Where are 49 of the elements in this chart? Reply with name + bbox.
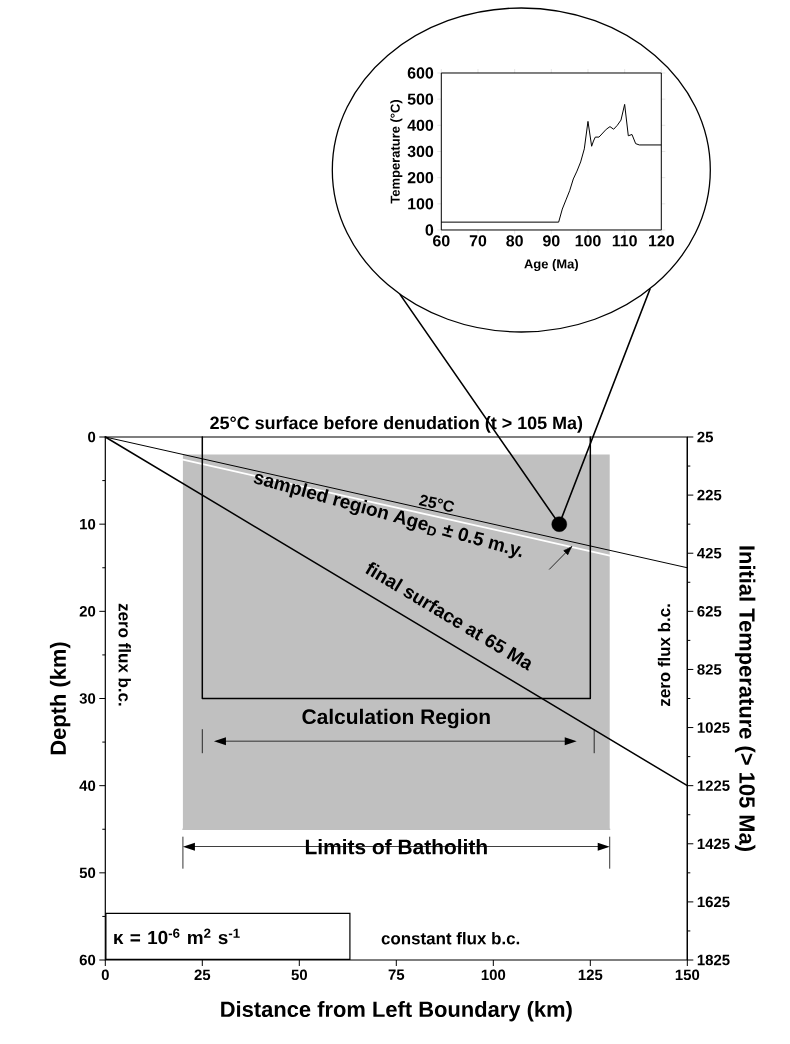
annotation: Calculation Region [302,708,490,729]
y2-tick-label: 425 [696,547,722,559]
y-tick-label: 500 [407,93,433,105]
annotation: zero flux b.c. [118,603,131,706]
x-tick-label: 50 [291,969,307,981]
y-tick-label: 200 [407,172,433,184]
annotation: 25°C [418,494,455,512]
x-tick-label: 120 [648,235,674,247]
y-tick-label: 10 [79,518,96,530]
x-tick-label: 90 [542,235,560,247]
y-tick-label: 0 [425,224,433,236]
y-tick-label: 0 [87,431,96,443]
x-tick-label: 70 [469,235,487,247]
y-tick-label: 50 [79,867,96,879]
y2-tick-label: 1425 [697,838,730,850]
y2-tick-label: 25 [697,431,713,443]
y-tick-label: 600 [407,67,433,79]
x-tick-label: 110 [612,235,637,247]
y-tick-label: 30 [79,693,96,704]
y-tick-label: 60 [79,954,96,966]
y2-tick-label: 1225 [697,780,730,791]
y-axis-title: Temperature (°C) [390,100,403,204]
y-tick-label: 20 [79,606,96,617]
x-tick-label: 80 [506,235,523,247]
y2-tick-label: 225 [697,489,722,501]
x-tick-label: 125 [578,969,603,981]
y-tick-label: 300 [407,145,433,158]
x-tick-label: 100 [481,969,506,981]
y2-tick-label: 1025 [697,722,730,733]
x-tick-label: 150 [675,969,700,981]
y2-tick-label: 825 [697,664,722,675]
annotation: constant flux b.c. [381,932,519,945]
x-tick-label: 0 [101,969,109,981]
x-tick-label: 75 [388,969,405,980]
y2-tick-label: 1625 [697,896,730,908]
y2-axis-title: Initial Temperature (> 105 Ma) [734,546,756,851]
y2-tick-label: 625 [697,606,722,617]
annotation: zero flux b.c. [657,604,671,707]
y-tick-label: 400 [407,119,433,131]
x-tick-label: 60 [432,235,450,247]
annotation: κ = 10$^{-6}$ m$^{2}$ s$^{-1}$ [114,928,240,945]
y-tick-label: 40 [79,780,96,791]
x-axis-title: Distance from Left Boundary (km) [221,1000,572,1022]
y-axis-title: Depth (km) [49,642,71,755]
x-tick-label: 100 [575,235,601,247]
x-axis-title: Age (Ma) [524,258,578,272]
y2-tick-label: 1825 [697,954,730,966]
y-tick-label: 100 [408,198,433,210]
x-tick-label: 25 [194,969,211,981]
